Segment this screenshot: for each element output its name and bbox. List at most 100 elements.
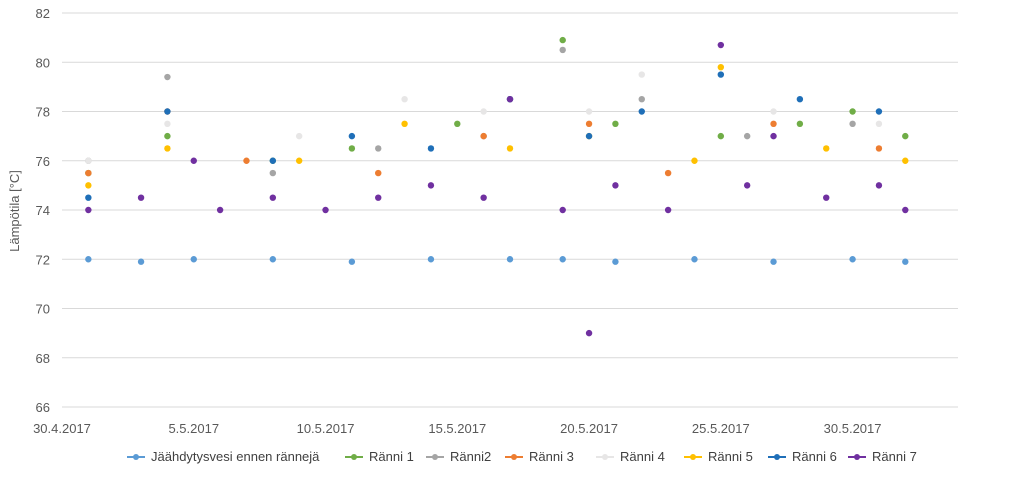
legend-swatch-marker [690, 454, 696, 460]
y-tick-label: 70 [36, 302, 50, 317]
data-point [164, 73, 171, 81]
data-point [743, 132, 751, 140]
data-point [875, 182, 883, 189]
legend-label: Ränni 1 [369, 449, 414, 464]
data-point [375, 194, 382, 201]
data-point [612, 182, 619, 189]
data-point [506, 256, 514, 263]
data-point [559, 36, 566, 44]
legend-swatch-marker [854, 454, 860, 460]
legend: Jäähdytysvesi ennen rännejä Ränni 1 Ränni2… [127, 449, 917, 464]
x-tick-label: 5.5.2017 [168, 421, 219, 436]
data-point [770, 108, 777, 115]
data-point [875, 108, 883, 115]
data-point [875, 120, 883, 128]
data-point [427, 145, 435, 152]
legend-label: Ränni2 [450, 449, 491, 464]
data-point [375, 169, 382, 177]
data-point [269, 169, 277, 177]
data-point [85, 182, 92, 189]
data-point [875, 145, 883, 152]
x-axis-tick-labels: 30.4.2017 5.5.2017 10.5.2017 15.5.2017 20.5.… [33, 421, 881, 436]
data-point [348, 132, 356, 140]
legend-label: Ränni 4 [620, 449, 665, 464]
y-axis-tick-labels: 66 68 70 72 74 76 78 80 82 [36, 6, 50, 415]
data-point [454, 120, 461, 128]
data-point [612, 120, 619, 128]
data-point [269, 157, 277, 164]
y-tick-label: 82 [36, 6, 50, 21]
data-point [823, 145, 830, 152]
data-points [85, 36, 909, 337]
data-point [612, 258, 619, 265]
legend-swatch-marker [133, 454, 139, 460]
data-point [664, 169, 672, 177]
legend-swatch-marker [351, 454, 357, 460]
data-point [401, 95, 408, 103]
y-tick-label: 66 [36, 400, 50, 415]
data-point [770, 132, 777, 140]
data-point [506, 145, 514, 152]
data-point [216, 206, 224, 214]
data-point [269, 194, 277, 201]
data-point [717, 71, 725, 78]
data-point [322, 206, 329, 214]
x-tick-label: 30.4.2017 [33, 421, 91, 436]
data-point [902, 157, 909, 164]
y-tick-label: 68 [36, 351, 50, 366]
data-point [480, 108, 487, 115]
data-point [585, 132, 593, 140]
data-point [164, 120, 171, 128]
data-point [85, 169, 92, 177]
data-point [480, 194, 487, 201]
x-tick-label: 30.5.2017 [824, 421, 882, 436]
y-tick-label: 78 [36, 105, 50, 120]
x-tick-label: 25.5.2017 [692, 421, 750, 436]
data-point [638, 71, 645, 78]
data-point [164, 132, 171, 140]
data-point [401, 120, 408, 128]
data-point [480, 132, 487, 140]
data-point [295, 132, 303, 140]
data-point [717, 41, 725, 49]
data-point [691, 256, 698, 263]
data-point [849, 256, 856, 263]
legend-swatch-marker [774, 454, 780, 460]
data-point [559, 256, 566, 263]
data-point [269, 256, 277, 263]
data-point [796, 120, 804, 128]
x-tick-label: 10.5.2017 [297, 421, 355, 436]
gridlines [62, 12, 958, 408]
y-tick-label: 74 [36, 203, 50, 218]
data-point [85, 206, 92, 214]
data-point [85, 256, 92, 263]
x-tick-label: 15.5.2017 [428, 421, 486, 436]
legend-swatch-marker [602, 454, 608, 460]
data-point [717, 63, 725, 71]
data-point [164, 145, 171, 152]
data-point [137, 258, 145, 265]
data-point [506, 95, 514, 103]
x-tick-label: 20.5.2017 [560, 421, 618, 436]
data-point [295, 157, 303, 164]
data-point [585, 108, 593, 115]
data-point [375, 145, 382, 152]
data-point [638, 95, 645, 103]
data-point [585, 120, 593, 128]
legend-label: Jäähdytysvesi ennen rännejä [151, 449, 320, 464]
legend-label: Ränni 3 [529, 449, 574, 464]
data-point [559, 46, 566, 54]
data-point [348, 145, 356, 152]
data-point [85, 194, 92, 201]
y-axis-title: Lämpötila [°C] [7, 170, 22, 252]
y-tick-label: 72 [36, 252, 50, 267]
data-point [796, 95, 804, 103]
data-point [770, 258, 777, 265]
data-point [190, 256, 197, 263]
data-point [691, 157, 698, 164]
data-point [770, 120, 777, 128]
data-point [427, 182, 435, 189]
y-tick-label: 76 [36, 154, 50, 169]
data-point [902, 258, 909, 265]
